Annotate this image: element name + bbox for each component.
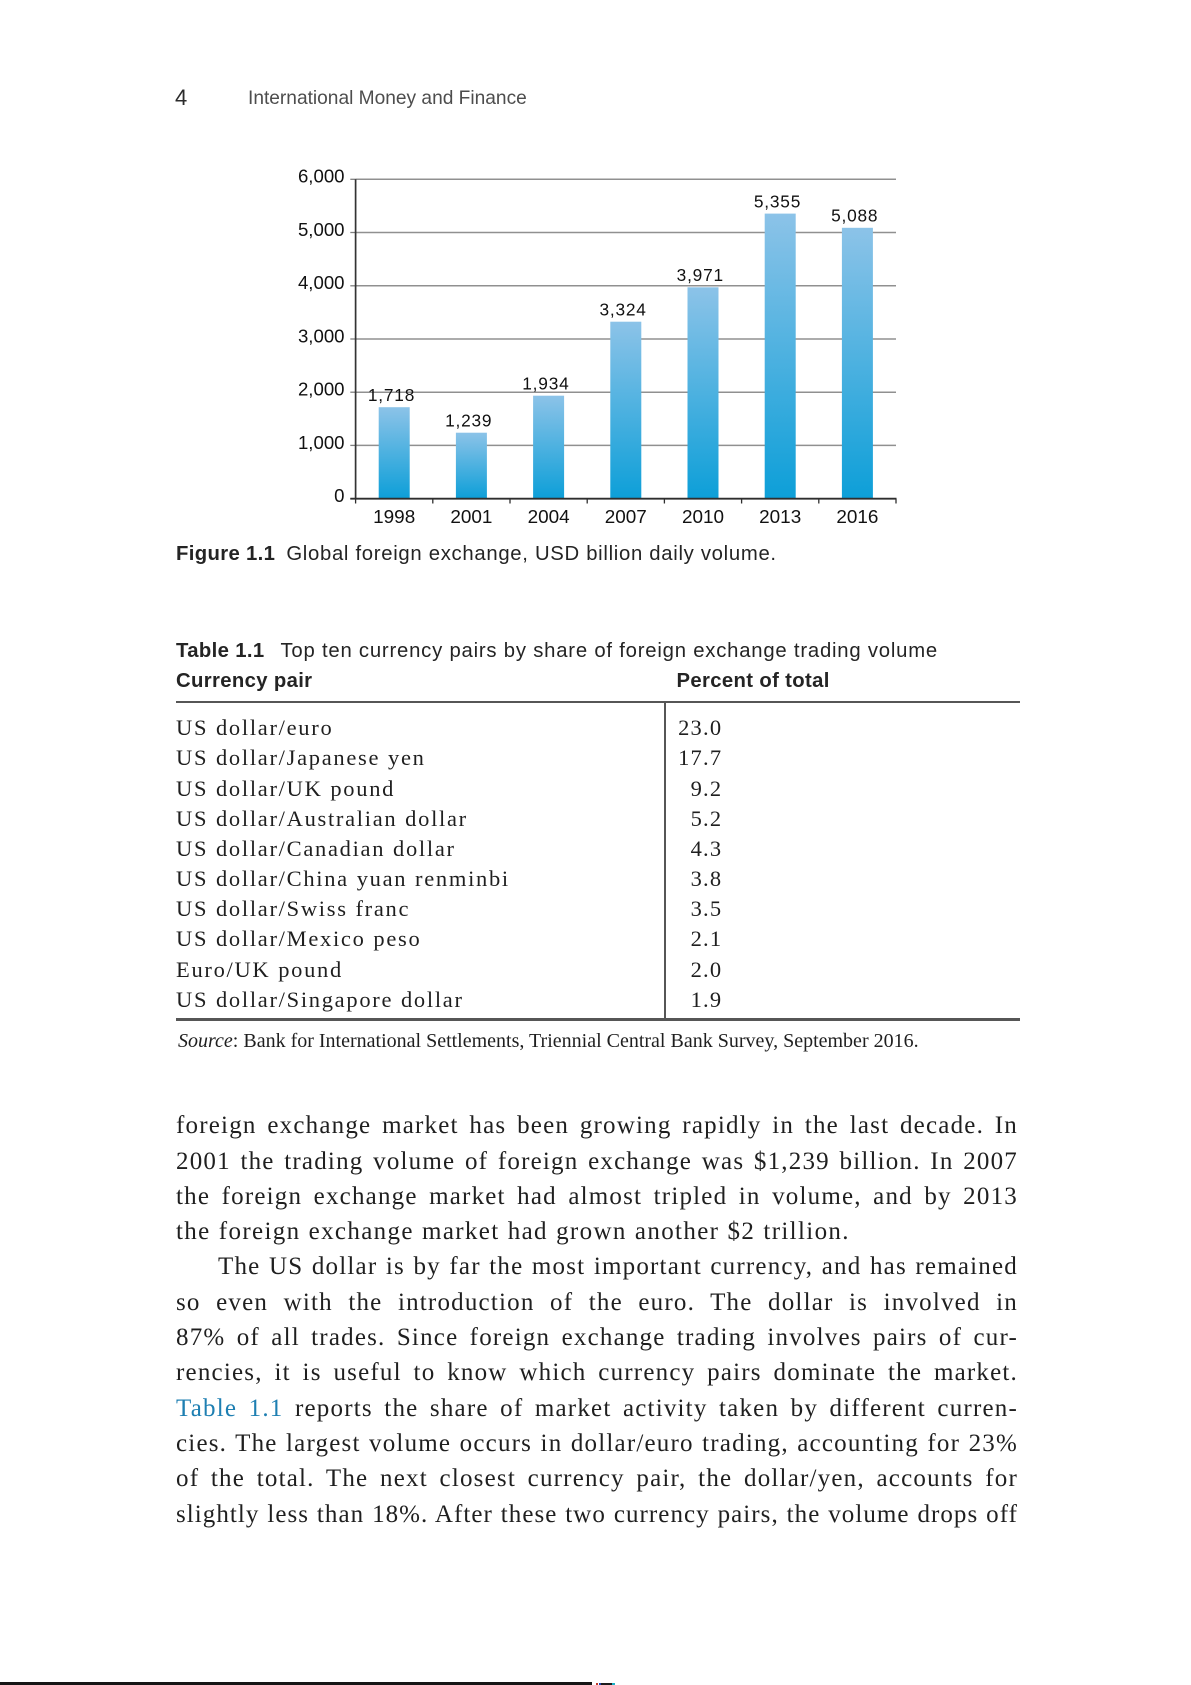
- svg-text:2013: 2013: [759, 507, 801, 528]
- svg-text:2016: 2016: [836, 507, 878, 528]
- svg-text:2010: 2010: [682, 507, 724, 528]
- svg-text:1,239: 1,239: [445, 411, 492, 431]
- svg-text:5,355: 5,355: [754, 191, 801, 211]
- svg-text:2,000: 2,000: [298, 379, 345, 400]
- svg-text:3,971: 3,971: [677, 265, 724, 285]
- svg-text:5,000: 5,000: [298, 219, 345, 240]
- svg-text:1998: 1998: [373, 507, 415, 528]
- svg-text:2007: 2007: [605, 507, 647, 528]
- svg-text:1,000: 1,000: [298, 432, 345, 453]
- svg-text:0: 0: [334, 485, 344, 506]
- svg-text:1,718: 1,718: [368, 385, 415, 405]
- svg-text:4,000: 4,000: [298, 272, 345, 293]
- svg-text:2004: 2004: [528, 507, 570, 528]
- svg-text:3,000: 3,000: [298, 325, 345, 346]
- svg-text:5,088: 5,088: [831, 206, 878, 226]
- svg-text:3,324: 3,324: [599, 300, 646, 320]
- svg-text:6,000: 6,000: [298, 166, 345, 187]
- svg-text:1,934: 1,934: [522, 374, 569, 394]
- svg-text:2001: 2001: [450, 507, 492, 528]
